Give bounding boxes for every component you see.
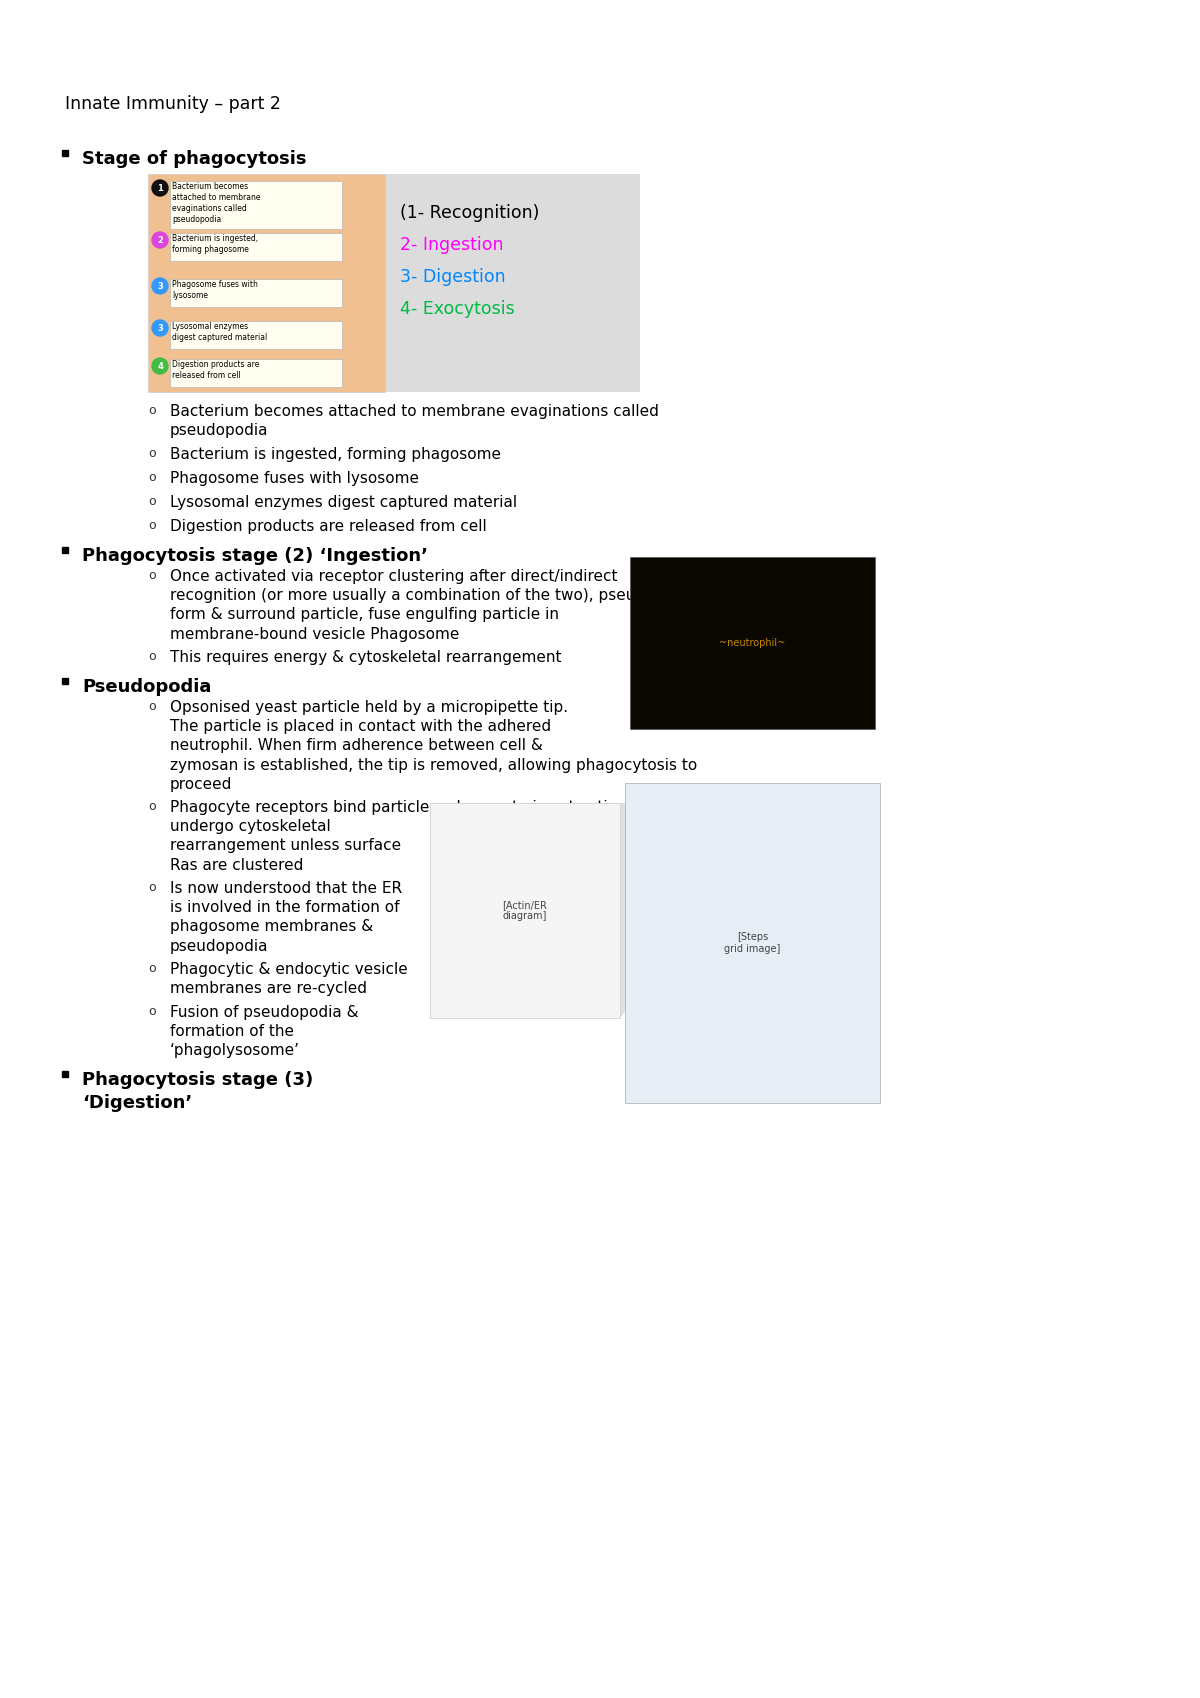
Text: Phagocytosis stage (3)
‘Digestion’: Phagocytosis stage (3) ‘Digestion’ bbox=[82, 1071, 313, 1112]
Text: o: o bbox=[148, 470, 156, 484]
Text: Pseudopodia: Pseudopodia bbox=[82, 678, 211, 696]
Circle shape bbox=[152, 278, 168, 294]
Text: o: o bbox=[148, 496, 156, 508]
Text: Force of fluid pushes
pseudopodia out
around the particle: Force of fluid pushes pseudopodia out ar… bbox=[630, 1009, 760, 1054]
Text: Is now understood that the ER
is involved in the formation of
phagosome membrane: Is now understood that the ER is involve… bbox=[170, 881, 402, 954]
Text: (1- Recognition): (1- Recognition) bbox=[400, 204, 539, 222]
Text: This requires energy & cytoskeletal rearrangement: This requires energy & cytoskeletal rear… bbox=[170, 650, 562, 666]
Text: ~neutrophil~: ~neutrophil~ bbox=[719, 638, 786, 649]
Bar bbox=[170, 358, 342, 387]
Circle shape bbox=[152, 233, 168, 248]
Text: Bacterium is ingested, forming phagosome: Bacterium is ingested, forming phagosome bbox=[170, 447, 502, 462]
Bar bbox=[170, 233, 342, 261]
Bar bbox=[170, 321, 342, 350]
Bar bbox=[170, 182, 342, 229]
Text: 4: 4 bbox=[157, 362, 163, 370]
Text: [Steps
grid image]: [Steps grid image] bbox=[725, 932, 781, 954]
Text: o: o bbox=[148, 963, 156, 975]
Text: Fusion of pseudopodia &
formation of the
‘phagolysosome’: Fusion of pseudopodia & formation of the… bbox=[170, 1005, 359, 1058]
Text: Phagosome fuses with
lysosome: Phagosome fuses with lysosome bbox=[172, 280, 258, 301]
Text: Bacterium is ingested,
forming phagosome: Bacterium is ingested, forming phagosome bbox=[172, 234, 258, 255]
Text: 3: 3 bbox=[157, 324, 163, 333]
Text: Opsonised yeast particle held by a micropipette tip.
The particle is placed in c: Opsonised yeast particle held by a micro… bbox=[170, 700, 697, 791]
Circle shape bbox=[152, 319, 168, 336]
Text: o: o bbox=[148, 1005, 156, 1019]
Text: Phagocytosis stage (2) ‘Ingestion’: Phagocytosis stage (2) ‘Ingestion’ bbox=[82, 547, 428, 565]
Text: Phagocyte receptors bind particle – phagocyte is not activated to
undergo cytosk: Phagocyte receptors bind particle – phag… bbox=[170, 800, 672, 873]
Text: 1: 1 bbox=[157, 183, 163, 192]
Text: Innate Immunity – part 2: Innate Immunity – part 2 bbox=[65, 95, 281, 114]
Text: 2- Ingestion: 2- Ingestion bbox=[400, 236, 504, 255]
Bar bbox=[430, 803, 620, 1019]
Text: Digestion products are released from cell: Digestion products are released from cel… bbox=[170, 520, 487, 533]
Bar bbox=[148, 173, 385, 392]
Text: o: o bbox=[148, 520, 156, 531]
Bar bbox=[170, 278, 342, 307]
Text: o: o bbox=[148, 800, 156, 813]
Bar bbox=[630, 557, 875, 728]
Text: o: o bbox=[148, 650, 156, 662]
Bar bbox=[385, 173, 640, 392]
Text: Lysosomal enzymes digest captured material: Lysosomal enzymes digest captured materi… bbox=[170, 496, 517, 509]
Text: o: o bbox=[148, 700, 156, 713]
Text: 3: 3 bbox=[157, 282, 163, 290]
Text: Stage of phagocytosis: Stage of phagocytosis bbox=[82, 149, 306, 168]
Bar bbox=[625, 783, 880, 1104]
Text: 2: 2 bbox=[157, 236, 163, 245]
Text: o: o bbox=[148, 404, 156, 418]
Text: [Actin/ER
diagram]: [Actin/ER diagram] bbox=[503, 900, 547, 922]
Text: Phagosome fuses with lysosome: Phagosome fuses with lysosome bbox=[170, 470, 419, 486]
Circle shape bbox=[152, 358, 168, 374]
Text: o: o bbox=[148, 881, 156, 895]
Circle shape bbox=[152, 180, 168, 195]
Text: o: o bbox=[148, 569, 156, 582]
Text: o: o bbox=[148, 447, 156, 460]
Text: Phagocytic & endocytic vesicle
membranes are re-cycled: Phagocytic & endocytic vesicle membranes… bbox=[170, 963, 408, 997]
Text: 4- Exocytosis: 4- Exocytosis bbox=[400, 301, 515, 318]
Text: Once activated via receptor clustering after direct/indirect
recognition (or mor: Once activated via receptor clustering a… bbox=[170, 569, 697, 642]
Text: Bacterium becomes attached to membrane evaginations called
pseudopodia: Bacterium becomes attached to membrane e… bbox=[170, 404, 659, 438]
Polygon shape bbox=[430, 803, 800, 1019]
Text: 3- Digestion: 3- Digestion bbox=[400, 268, 505, 285]
Text: Lysosomal enzymes
digest captured material: Lysosomal enzymes digest captured materi… bbox=[172, 323, 268, 341]
Text: Bacterium becomes
attached to membrane
evaginations called
pseudopodia: Bacterium becomes attached to membrane e… bbox=[172, 182, 260, 224]
Text: Digestion products are
released from cell: Digestion products are released from cel… bbox=[172, 360, 259, 380]
